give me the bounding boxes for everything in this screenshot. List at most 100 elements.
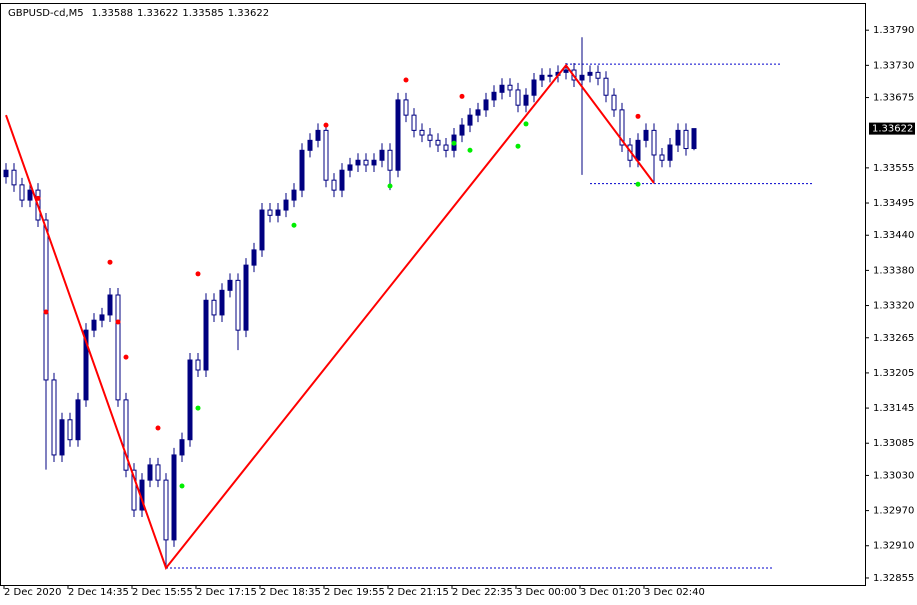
y-tick-label: 1.33675: [873, 93, 914, 104]
x-tick-label: 3 Dec 01:20: [580, 587, 641, 598]
fractal-down: [515, 143, 521, 149]
y-tick-label: 1.33030: [873, 470, 914, 481]
candle-body: [43, 219, 49, 381]
candle-body: [203, 299, 209, 371]
fractal-up: [403, 77, 409, 83]
fractal-down: [523, 121, 529, 127]
candle-body: [475, 109, 481, 116]
candle-body: [595, 71, 601, 79]
candle-body: [179, 439, 185, 456]
x-tick-label: 2 Dec 17:15: [196, 587, 257, 598]
candle-body: [347, 164, 353, 171]
candle-body: [379, 149, 385, 161]
candle-body: [691, 128, 697, 150]
candle-body: [659, 154, 665, 161]
plot-frame: [0, 3, 866, 586]
candle-body: [267, 209, 273, 216]
candle-body: [83, 329, 89, 401]
y-tick-label: 1.33145: [873, 403, 914, 414]
candle-body: [235, 279, 241, 331]
candle-body: [443, 144, 449, 151]
fractal-up: [107, 259, 113, 265]
x-tick-label: 2 Dec 19:55: [324, 587, 385, 598]
y-tick-label: 1.33730: [873, 60, 914, 71]
fractal-up: [155, 425, 161, 431]
candle-body: [563, 69, 569, 73]
y-tick-label: 1.33440: [873, 230, 914, 241]
fractal-down: [467, 147, 473, 153]
candle-body: [643, 129, 649, 141]
candle-body: [315, 129, 321, 141]
current-price-box: [869, 122, 915, 135]
candle-body: [579, 74, 585, 81]
candle-body: [275, 209, 281, 216]
candle-body: [675, 129, 681, 146]
candle-body: [259, 209, 265, 251]
candle-body: [403, 99, 409, 116]
candle-body: [283, 199, 289, 211]
candle-body: [91, 319, 97, 331]
candle-body: [163, 479, 169, 541]
y-tick-label: 1.33495: [873, 198, 914, 209]
header-price: 1.33588: [92, 8, 133, 19]
y-tick-label: 1.32910: [873, 541, 914, 552]
y-tick-label: 1.32855: [873, 573, 914, 584]
fractal-up: [635, 113, 641, 119]
candle-body: [547, 74, 553, 77]
candle-body: [667, 144, 673, 161]
x-tick-label: 2 Dec 2020: [4, 587, 62, 598]
candle-body: [75, 399, 81, 441]
fractal-up: [323, 122, 329, 128]
candle-body: [603, 77, 609, 96]
candle-body: [323, 129, 329, 181]
candle-body: [243, 264, 249, 331]
candle-body: [299, 149, 305, 191]
fractal-down: [195, 405, 201, 411]
candle-body: [491, 91, 497, 101]
candle-body: [531, 79, 537, 96]
candle-body: [355, 159, 361, 166]
candle-body: [307, 139, 313, 151]
fractal-down: [179, 483, 185, 489]
current-price-label: 1.33622: [872, 124, 913, 135]
fractal-up: [123, 354, 129, 360]
candle-body: [339, 169, 345, 191]
x-tick-label: 3 Dec 00:00: [516, 587, 577, 598]
candle-body: [523, 94, 529, 106]
y-tick-label: 1.33085: [873, 438, 914, 449]
candle-body: [195, 359, 201, 371]
fractal-down: [635, 181, 641, 187]
candle-body: [331, 179, 337, 191]
candle-body: [467, 114, 473, 126]
header-price: 1.33622: [137, 8, 178, 19]
x-tick-label: 2 Dec 15:55: [132, 587, 193, 598]
candle-body: [387, 149, 393, 171]
candle-body: [539, 74, 545, 81]
candle-body: [155, 464, 161, 481]
y-tick-label: 1.33205: [873, 368, 914, 379]
candle-body: [499, 84, 505, 93]
candle-body: [211, 299, 217, 316]
candle-body: [147, 464, 153, 481]
fractal-up: [195, 271, 201, 277]
y-tick-label: 1.33265: [873, 333, 914, 344]
candle-body: [227, 279, 233, 291]
candle-body: [611, 94, 617, 111]
candle-body: [363, 159, 369, 166]
fractal-up: [459, 93, 465, 99]
candle-body: [11, 169, 17, 186]
candle-body: [99, 314, 105, 321]
candle-body: [371, 159, 377, 166]
candle-body: [107, 294, 113, 316]
candle-body: [115, 294, 121, 401]
candle-body: [171, 454, 177, 541]
candle-body: [251, 249, 257, 266]
y-tick-label: 1.33380: [873, 265, 914, 276]
chart-title: GBPUSD-cd,M5: [8, 8, 84, 19]
y-tick-label: 1.33790: [873, 25, 914, 36]
candle-body: [483, 99, 489, 111]
candle-body: [51, 379, 57, 456]
